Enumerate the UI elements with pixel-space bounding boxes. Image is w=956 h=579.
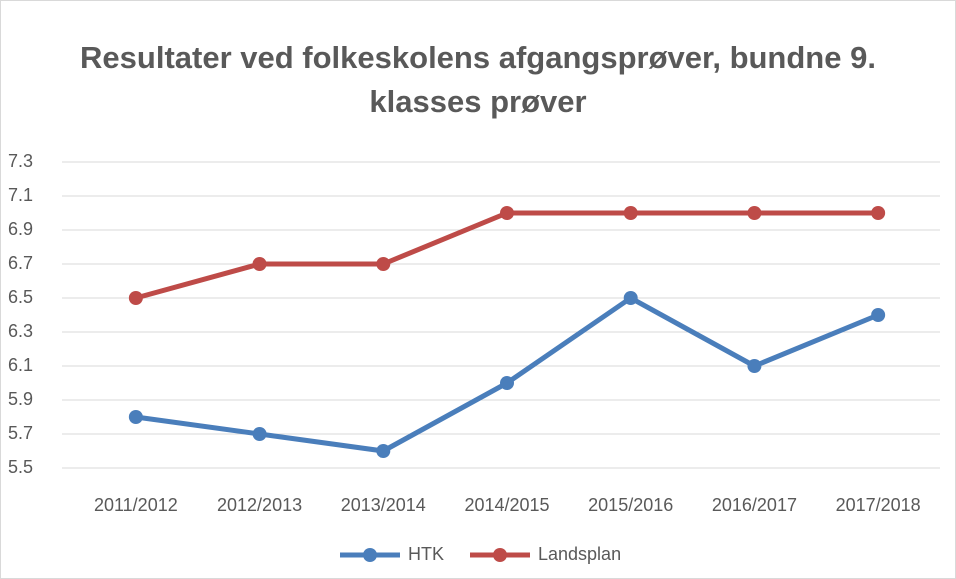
- x-tick-label: 2013/2014: [341, 495, 426, 515]
- legend-label: HTK: [408, 544, 444, 564]
- point: [252, 257, 267, 271]
- y-tick-label: 6.9: [8, 219, 33, 239]
- y-tick-label: 7.1: [8, 185, 33, 205]
- point: [128, 291, 143, 305]
- point: [623, 291, 638, 305]
- point: [376, 257, 391, 271]
- x-tick-label: 2017/2018: [836, 495, 921, 515]
- x-tick-label: 2015/2016: [588, 495, 673, 515]
- x-tick-label: 2012/2013: [217, 495, 302, 515]
- y-tick-label: 6.3: [8, 321, 33, 341]
- point: [747, 359, 762, 373]
- legend-marker: [363, 548, 377, 562]
- point: [871, 308, 886, 322]
- point: [500, 206, 514, 220]
- y-tick-label: 7.3: [8, 151, 33, 171]
- legend-marker: [493, 548, 507, 562]
- legend-label: Landsplan: [538, 544, 621, 564]
- x-tick-label: 2014/2015: [464, 495, 549, 515]
- x-tick-label: 2016/2017: [712, 495, 797, 515]
- y-tick-label: 6.1: [8, 355, 33, 375]
- point: [871, 206, 886, 220]
- point: [376, 444, 391, 458]
- y-tick-label: 6.7: [8, 253, 33, 273]
- x-tick-label: 2011/2012: [94, 495, 178, 515]
- point: [128, 410, 143, 424]
- y-tick-label: 6.5: [8, 287, 33, 307]
- y-tick-label: 5.5: [8, 457, 33, 477]
- point: [623, 206, 638, 220]
- point: [500, 376, 514, 390]
- y-tick-label: 5.9: [8, 389, 33, 409]
- point: [252, 427, 267, 441]
- chart-title: Resultater ved folkeskolens afgangsprøve…: [80, 40, 876, 119]
- y-tick-label: 5.7: [8, 423, 33, 443]
- point: [747, 206, 762, 220]
